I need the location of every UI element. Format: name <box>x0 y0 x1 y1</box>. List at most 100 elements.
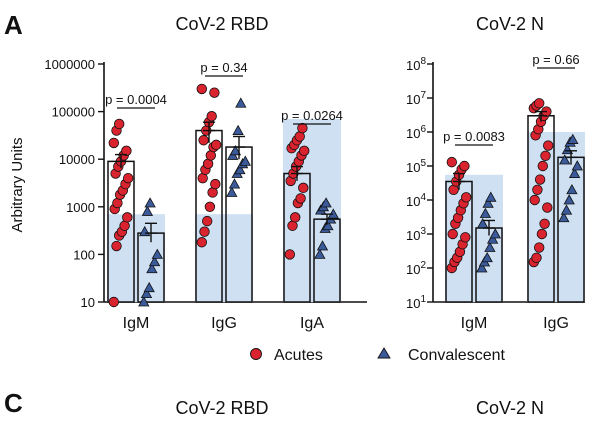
point-igm-acutes <box>446 156 458 168</box>
point-igm-acutes <box>122 172 134 184</box>
point-igm-convalescent <box>146 262 158 274</box>
category-label-igg: IgG <box>543 315 569 332</box>
y-tick-label: 102 <box>406 260 426 277</box>
point-igg-convalescent <box>226 186 238 197</box>
point-iga-convalescent <box>314 248 326 259</box>
point-igm-convalescent <box>477 217 489 229</box>
point-igg-convalescent <box>235 97 247 108</box>
p-value-igm: p = 0.0083 <box>443 129 505 144</box>
y-tick-label: 108 <box>406 56 426 73</box>
point-igm-acutes <box>460 232 471 243</box>
point-igg-acutes <box>206 111 217 122</box>
point-igg-acutes <box>534 174 546 185</box>
point-igg-acutes <box>210 178 221 190</box>
p-value-iga: p = 0.0264 <box>281 108 343 123</box>
point-igm-acutes <box>122 212 133 223</box>
point-igg-acutes <box>540 150 551 161</box>
point-iga-acutes <box>299 145 310 157</box>
point-igg-convalescent <box>228 178 241 189</box>
point-iga-acutes <box>295 193 306 204</box>
point-igm-acutes <box>121 145 132 157</box>
point-igm-convalescent <box>138 296 150 307</box>
legend-convalescent-label: Convalescent <box>408 347 506 364</box>
point-igg-convalescent <box>561 143 574 155</box>
chart-rbd-title: CoV-2 RBD <box>175 14 268 34</box>
point-igg-convalescent <box>234 163 246 175</box>
point-igg-acutes <box>539 218 550 229</box>
point-igg-convalescent <box>571 160 583 171</box>
point-igm-acutes <box>447 228 458 240</box>
y-tick-label: 10 <box>81 295 95 310</box>
y-tick-label: 1000 <box>66 200 95 215</box>
point-igg-convalescent <box>563 194 575 205</box>
point-iga-convalescent <box>322 219 334 231</box>
point-igm-acutes <box>113 118 125 130</box>
point-igg-convalescent <box>558 211 570 223</box>
point-igm-convalescent <box>151 248 163 259</box>
point-iga-acutes <box>298 182 309 194</box>
panel-c-title-n: CoV-2 N <box>476 398 544 418</box>
category-label-igm: IgM <box>461 315 488 332</box>
point-igm-convalescent <box>484 241 496 252</box>
point-igm-convalescent <box>481 251 493 263</box>
point-iga-convalescent <box>316 240 329 251</box>
point-igg-convalescent <box>229 144 242 156</box>
point-igg-acutes <box>542 202 553 213</box>
point-igm-convalescent <box>148 255 161 267</box>
point-igm-convalescent <box>482 197 494 208</box>
point-igg-convalescent <box>566 183 578 195</box>
p-value-igm: p = 0.0004 <box>105 92 167 107</box>
shaded-region-igg <box>527 132 585 302</box>
point-igg-acutes <box>199 226 210 237</box>
point-igg-convalescent <box>568 167 581 178</box>
y-tick-label: 107 <box>406 90 426 107</box>
point-igg-convalescent <box>559 154 571 165</box>
point-igg-acutes <box>201 215 213 227</box>
point-igg-acutes <box>543 140 554 151</box>
point-igg-acutes <box>196 83 208 95</box>
chart-n-title: CoV-2 N <box>476 14 544 34</box>
point-igg-acutes <box>537 160 549 172</box>
legend: Acutes Convalescent <box>250 347 506 364</box>
y-tick-label: 101 <box>406 294 426 311</box>
point-igm-acutes <box>108 137 120 149</box>
point-igg-acutes <box>210 139 222 151</box>
y-tick-label: 103 <box>406 226 426 243</box>
point-igg-acutes <box>532 184 543 195</box>
point-igm-convalescent <box>144 197 156 208</box>
point-igm-convalescent <box>485 191 497 202</box>
point-igm-convalescent <box>476 262 488 273</box>
point-igg-convalescent <box>239 155 251 166</box>
legend-convalescent-marker <box>377 347 391 359</box>
y-tick-label: 10000 <box>59 152 95 167</box>
point-igg-acutes <box>198 135 209 146</box>
chart-rbd-ylabel: Arbitrary Units <box>9 137 26 232</box>
legend-acutes-marker <box>250 348 262 360</box>
panel-letter-a: A <box>4 10 23 40</box>
y-tick-label: 104 <box>406 192 426 209</box>
point-igg-convalescent <box>560 204 573 215</box>
y-tick-label: 100000 <box>52 105 95 120</box>
point-iga-acutes <box>290 212 301 223</box>
point-igg-acutes <box>536 228 548 240</box>
point-igm-convalescent <box>479 207 492 218</box>
point-igm-convalescent <box>489 228 501 239</box>
point-igg-acutes <box>531 252 542 263</box>
p-value-igg: p = 0.34 <box>200 60 247 75</box>
y-tick-label: 105 <box>406 158 426 175</box>
point-igg-acutes <box>209 87 220 98</box>
point-igm-acutes <box>111 240 122 252</box>
point-igm-acutes <box>108 296 120 308</box>
panel-letter-c: C <box>4 388 23 418</box>
chart-n: 101 102 103 104 105 106 107 108 IgM IgG p = 0.0083… <box>406 52 585 332</box>
point-igm-convalescent <box>486 233 499 244</box>
point-iga-acutes <box>297 122 308 134</box>
category-label-iga: IgA <box>300 315 324 332</box>
panel-c-title-rbd: CoV-2 RBD <box>175 398 268 418</box>
y-tick-label: 106 <box>406 124 426 141</box>
y-tick-label: 1000000 <box>44 57 95 72</box>
point-igm-convalescent <box>140 287 153 299</box>
point-igm-acutes <box>459 160 470 172</box>
legend-acutes-label: Acutes <box>274 347 323 364</box>
point-igg-acutes <box>534 242 545 253</box>
